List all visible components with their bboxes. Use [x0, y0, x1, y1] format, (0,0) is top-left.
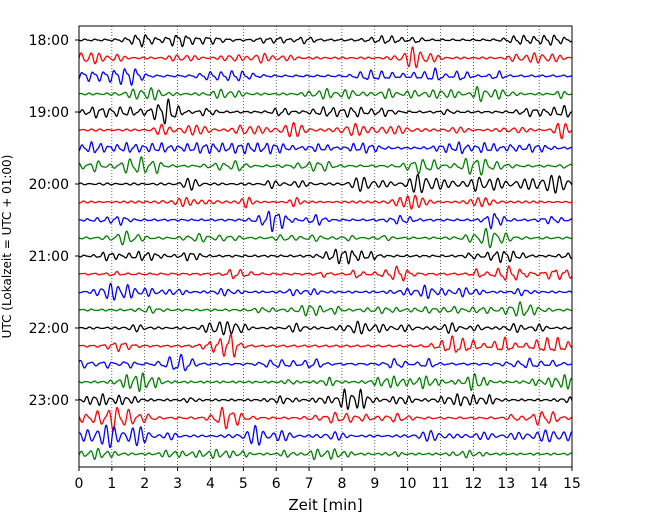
y-tick-label: 20:00	[29, 177, 69, 193]
y-tick-label: 23:00	[29, 393, 69, 409]
trace-line	[78, 248, 573, 265]
trace-line	[78, 282, 573, 301]
x-tick-label: 1	[107, 476, 116, 492]
x-tick-label: 0	[75, 476, 84, 492]
y-tick-label: 22:00	[29, 321, 69, 337]
y-tick-label: 18:00	[29, 33, 69, 49]
trace-line	[78, 98, 573, 125]
trace-line	[78, 388, 573, 410]
x-axis-label: Zeit [min]	[288, 496, 362, 514]
trace-line	[78, 353, 573, 372]
y-axis-ticks: 18:00 19:00 20:00 21:00 22:00 23:00	[29, 33, 79, 409]
trace-line	[78, 156, 573, 176]
x-tick-label: 9	[370, 476, 379, 492]
x-tick-label: 6	[272, 476, 281, 492]
trace-line	[78, 406, 573, 432]
x-tick-label: 2	[140, 476, 149, 492]
x-tick-label: 8	[337, 476, 346, 492]
x-tick-label: 10	[399, 476, 417, 492]
trace-series	[78, 34, 573, 461]
x-tick-label: 11	[432, 476, 450, 492]
trace-line	[78, 333, 573, 358]
x-tick-label: 15	[563, 476, 581, 492]
x-tick-label: 13	[497, 476, 515, 492]
trace-line	[78, 227, 573, 249]
trace-line	[78, 265, 573, 282]
x-tick-label: 12	[464, 476, 482, 492]
plot-frame	[78, 25, 573, 468]
trace-line	[78, 194, 573, 210]
trace-line	[78, 34, 573, 48]
x-tick-label: 5	[239, 476, 248, 492]
trace-line	[78, 424, 573, 449]
trace-line	[78, 86, 573, 103]
x-tick-label: 14	[530, 476, 548, 492]
trace-line	[78, 301, 573, 317]
trace-line	[78, 372, 573, 393]
trace-line	[78, 320, 573, 336]
y-tick-label: 21:00	[29, 249, 69, 265]
trace-line	[78, 173, 573, 194]
y-axis-label: UTC (Lokalzeit = UTC + 01:00)	[0, 155, 14, 339]
trace-line	[78, 67, 573, 86]
x-tick-label: 3	[173, 476, 182, 492]
trace-line	[78, 210, 573, 233]
y-tick-label: 19:00	[29, 105, 69, 121]
trace-line	[78, 141, 573, 155]
x-tick-label: 4	[206, 476, 215, 492]
trace-line	[78, 121, 573, 140]
trace-line	[78, 447, 573, 461]
x-axis-ticks: 0 1 2 3 4 5 6 7 8 9 10 11 12 13 14 15	[75, 467, 581, 492]
trace-line	[78, 46, 573, 69]
x-tick-label: 7	[305, 476, 314, 492]
